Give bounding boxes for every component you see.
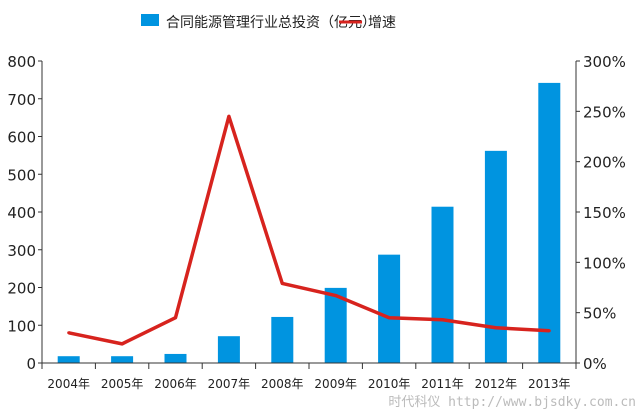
right-tick-label: 100% — [583, 254, 626, 272]
left-tick-label: 700 — [7, 91, 36, 109]
bar-2011年 — [431, 206, 454, 363]
x-tick-label: 2012年 — [475, 377, 518, 391]
right-tick-label: 0% — [583, 355, 607, 373]
x-tick-label: 2013年 — [528, 377, 571, 391]
growth-point-2013年 — [547, 329, 551, 333]
growth-point-2004年 — [67, 331, 71, 335]
x-tick-label: 2010年 — [368, 377, 411, 391]
x-tick-label: 2005年 — [101, 377, 144, 391]
left-tick-label: 800 — [7, 53, 36, 71]
growth-point-2011年 — [441, 318, 444, 322]
left-tick-label: 0 — [26, 355, 36, 373]
legend: 合同能源管理行业总投资（亿元） 增速 — [141, 14, 396, 31]
x-tick-label: 2008年 — [261, 377, 304, 391]
x-tick-label: 2007年 — [208, 377, 251, 391]
bar-2004年 — [57, 356, 80, 363]
legend-bar-label: 合同能源管理行业总投资（亿元） — [166, 15, 376, 31]
right-tick-label: 50% — [583, 305, 616, 323]
bar-2010年 — [378, 254, 401, 363]
right-tick-label: 300% — [583, 53, 626, 71]
watermark: 时代科仪 http://www.bjsdky.com.cn — [388, 395, 636, 410]
right-tick-label: 200% — [583, 154, 626, 172]
growth-point-2006年 — [174, 316, 177, 320]
bar-2008年 — [271, 316, 294, 363]
left-tick-label: 200 — [7, 280, 36, 298]
bar-2012年 — [484, 150, 507, 363]
left-tick-label: 300 — [7, 242, 36, 260]
growth-point-2012年 — [494, 326, 498, 330]
growth-point-2005年 — [120, 342, 124, 346]
left-tick-label: 100 — [7, 317, 36, 335]
legend-line-label: 增速 — [368, 15, 396, 31]
x-tick-label: 2011年 — [421, 377, 464, 391]
x-tick-label: 2006年 — [154, 377, 197, 391]
bar-2006年 — [164, 353, 187, 363]
right-tick-label: 250% — [583, 103, 626, 121]
growth-line — [68, 114, 550, 346]
growth-point-2008年 — [280, 281, 284, 285]
growth-point-2007年 — [227, 114, 231, 118]
bar-2013年 — [538, 82, 561, 364]
bar-2005年 — [111, 356, 134, 363]
left-tick-label: 400 — [7, 204, 36, 222]
bar-2007年 — [217, 336, 240, 363]
right-tick-label: 150% — [583, 204, 626, 222]
x-tick-label: 2004年 — [47, 377, 90, 391]
left-tick-label: 600 — [7, 129, 36, 147]
x-tick-label: 2009年 — [314, 377, 357, 391]
bar-2009年 — [324, 287, 347, 363]
legend-bar-swatch — [141, 14, 159, 26]
left-tick-label: 500 — [7, 166, 36, 184]
growth-point-2010年 — [387, 316, 391, 320]
growth-point-2009年 — [334, 294, 338, 298]
